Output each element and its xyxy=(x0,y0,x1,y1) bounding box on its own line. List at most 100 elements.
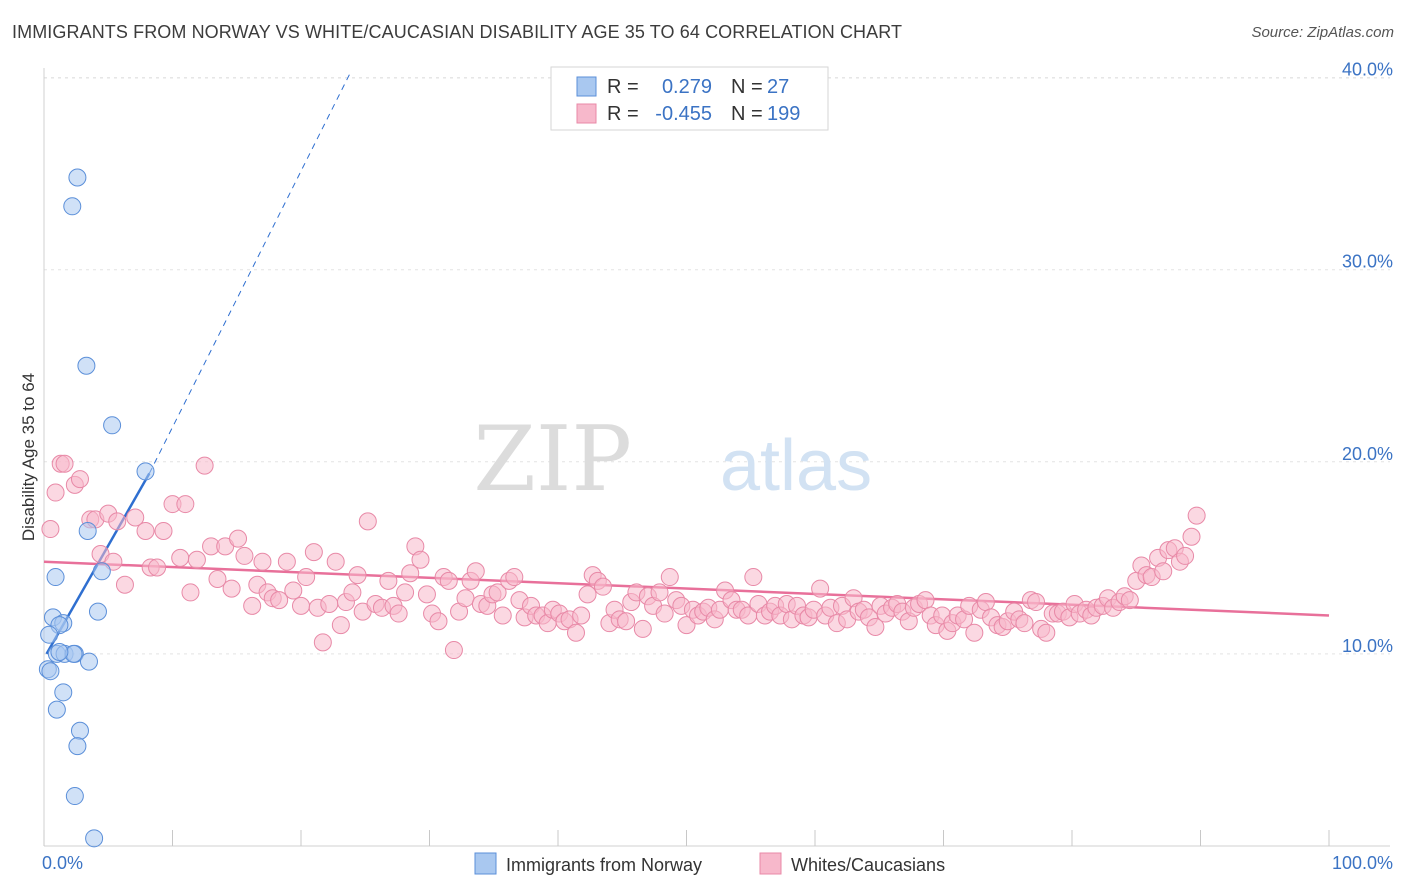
trend-line-extension xyxy=(148,73,351,474)
point-whites xyxy=(1182,527,1201,546)
stats-n-label: N = xyxy=(731,76,763,98)
point-whites xyxy=(1176,546,1195,565)
point-whites xyxy=(358,512,377,531)
point-whites xyxy=(1187,506,1206,525)
gridlines xyxy=(44,77,1390,655)
point-norway xyxy=(85,829,104,848)
point-whites xyxy=(253,552,272,571)
point-norway xyxy=(79,652,98,671)
point-whites xyxy=(297,568,316,587)
point-whites xyxy=(429,612,448,631)
point-whites xyxy=(222,579,241,598)
point-whites xyxy=(243,596,262,615)
y-tick-label: 30.0% xyxy=(1342,252,1393,272)
point-whites xyxy=(104,552,123,571)
point-whites xyxy=(46,483,65,502)
point-whites xyxy=(115,575,134,594)
stats-r-value: 0.279 xyxy=(662,76,712,98)
point-whites xyxy=(572,606,591,625)
point-whites xyxy=(348,566,367,585)
point-whites xyxy=(208,569,227,588)
x-ticks xyxy=(43,830,1330,846)
point-whites xyxy=(320,594,339,613)
point-whites xyxy=(976,593,995,612)
x-tick-labels: 0.0% 100.0% xyxy=(42,853,1393,873)
point-whites xyxy=(55,454,74,473)
point-whites xyxy=(154,521,173,540)
y-tick-labels: 10.0% 20.0% 30.0% 40.0% xyxy=(1342,60,1393,656)
point-whites xyxy=(660,568,679,587)
stats-n-label: N = xyxy=(731,103,763,125)
point-whites xyxy=(343,583,362,602)
legend-label-whites: Whites/Caucasians xyxy=(791,855,945,875)
y-tick-label: 40.0% xyxy=(1342,60,1393,80)
x-tick-label: 100.0% xyxy=(1332,853,1393,873)
point-whites xyxy=(439,571,458,590)
point-whites xyxy=(136,521,155,540)
point-whites xyxy=(444,641,463,660)
point-norway xyxy=(78,521,97,540)
x-tick-label: 0.0% xyxy=(42,853,83,873)
chart-title: IMMIGRANTS FROM NORWAY VS WHITE/CAUCASIA… xyxy=(12,22,903,42)
legend-swatch-whites xyxy=(759,852,782,875)
point-whites xyxy=(566,623,585,642)
point-whites xyxy=(41,520,60,539)
point-norway xyxy=(92,562,111,581)
point-norway xyxy=(47,700,66,719)
point-whites xyxy=(195,456,214,475)
point-whites xyxy=(466,562,485,581)
point-whites xyxy=(1120,591,1139,610)
point-whites xyxy=(181,583,200,602)
point-norway xyxy=(46,568,65,587)
point-whites xyxy=(304,543,323,562)
point-whites xyxy=(916,591,935,610)
point-norway xyxy=(40,625,59,644)
legend-swatch-norway xyxy=(474,852,497,875)
point-whites xyxy=(493,606,512,625)
point-whites xyxy=(108,512,127,531)
point-whites xyxy=(655,604,674,623)
point-whites xyxy=(866,618,885,637)
stats-legend: R = 0.279 N = 27 R = -0.455 N = 199 xyxy=(550,66,829,131)
point-whites xyxy=(379,571,398,590)
point-whites xyxy=(578,585,597,604)
point-norway xyxy=(54,683,73,702)
point-whites xyxy=(70,470,89,489)
point-norway xyxy=(63,197,82,216)
point-whites xyxy=(1027,593,1046,612)
point-whites xyxy=(270,591,289,610)
stats-r-value: -0.455 xyxy=(655,103,712,125)
point-whites xyxy=(389,604,408,623)
stats-legend-frame xyxy=(550,66,829,131)
point-whites xyxy=(650,583,669,602)
watermark-zip: ZIP xyxy=(473,407,632,512)
stats-r-label: R = xyxy=(607,76,639,98)
point-whites xyxy=(176,495,195,514)
point-whites xyxy=(744,568,763,587)
point-whites xyxy=(456,589,475,608)
stats-r-label: R = xyxy=(607,103,639,125)
point-whites xyxy=(126,508,145,527)
stats-swatch xyxy=(576,76,597,97)
point-whites xyxy=(313,633,332,652)
scatter-points xyxy=(38,168,1206,848)
point-whites xyxy=(617,612,636,631)
stats-n-value: 199 xyxy=(767,103,800,125)
point-norway xyxy=(41,662,60,681)
point-whites xyxy=(1154,562,1173,581)
point-whites xyxy=(633,619,652,638)
point-whites xyxy=(1037,623,1056,642)
point-whites xyxy=(331,616,350,635)
point-whites xyxy=(235,546,254,565)
point-whites xyxy=(292,596,310,615)
point-whites xyxy=(396,583,415,602)
stats-n-value: 27 xyxy=(767,76,789,98)
point-whites xyxy=(284,581,303,600)
point-norway xyxy=(88,602,107,621)
point-whites xyxy=(593,577,612,596)
point-whites xyxy=(148,558,167,577)
point-whites xyxy=(965,623,984,642)
point-whites xyxy=(1015,614,1034,633)
point-whites xyxy=(229,529,248,548)
